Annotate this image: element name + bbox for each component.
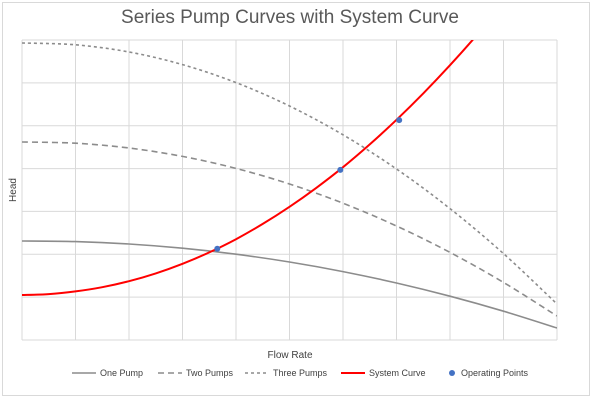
legend-swatch-operating-points	[449, 370, 455, 376]
series-group	[22, 40, 557, 329]
operating-points-group	[214, 117, 403, 252]
legend-label-one-pump: One Pump	[100, 368, 143, 378]
legend-label-system-curve: System Curve	[369, 368, 426, 378]
gridlines	[21, 39, 558, 341]
chart-title: Series Pump Curves with System Curve	[121, 7, 459, 28]
y-axis-label: Head	[8, 178, 19, 202]
legend-label-operating-points: Operating Points	[461, 368, 529, 378]
operating-point-1	[214, 245, 221, 252]
operating-point-2	[337, 166, 344, 173]
series-line-system-curve	[22, 40, 474, 296]
legend-label-two-pumps: Two Pumps	[186, 368, 234, 378]
operating-point-3	[396, 117, 403, 124]
x-axis-label: Flow Rate	[267, 350, 312, 361]
legend: One Pump Two Pumps Three Pumps System Curve…	[72, 368, 529, 378]
legend-label-three-pumps: Three Pumps	[273, 368, 328, 378]
series-line-one-pump	[22, 240, 557, 329]
series-line-two-pumps	[22, 141, 557, 317]
chart-frame	[2, 2, 590, 396]
